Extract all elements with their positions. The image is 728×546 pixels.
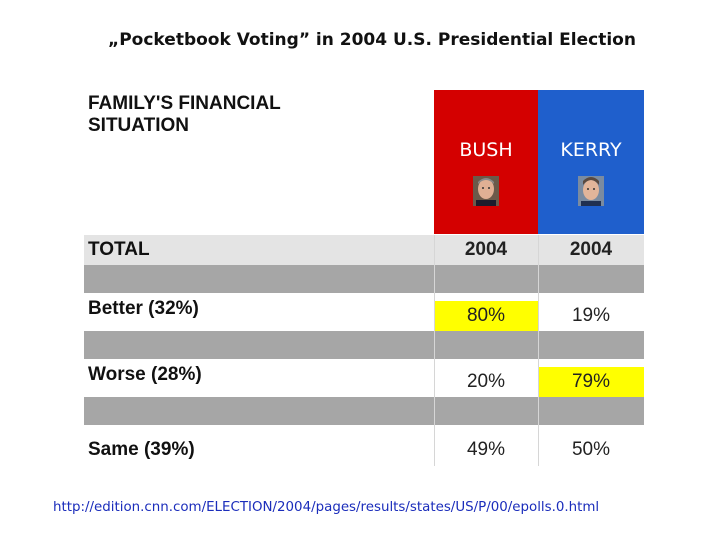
row-same-label: Same (39%) [88, 439, 195, 460]
row-better-label: Better (32%) [88, 298, 199, 319]
total-row [84, 235, 644, 265]
separator-band [84, 331, 644, 359]
kerry-column-header: KERRY [538, 90, 644, 234]
source-link[interactable]: http://edition.cnn.com/ELECTION/2004/pag… [53, 500, 600, 515]
total-label: TOTAL [88, 239, 150, 260]
row-worse-bush: 20% [466, 371, 506, 392]
column-divider [538, 235, 539, 466]
bush-portrait-icon [473, 176, 499, 206]
header-line-2: SITUATION [88, 115, 189, 136]
kerry-portrait-icon [578, 176, 604, 206]
separator-band [84, 397, 644, 425]
total-bush: 2004 [464, 239, 508, 260]
table-header-label: FAMILY'S FINANCIAL SITUATION [84, 90, 434, 230]
exit-poll-table: FAMILY'S FINANCIAL SITUATION BUSH KERRY … [84, 90, 644, 466]
row-better-kerry: 19% [571, 305, 611, 326]
bush-column-header: BUSH [434, 90, 538, 234]
kerry-name: KERRY [560, 139, 622, 161]
row-same-kerry: 50% [571, 439, 611, 460]
header-line-1: FAMILY'S FINANCIAL [88, 93, 281, 114]
row-same-bush: 49% [466, 439, 506, 460]
separator-band [84, 265, 644, 293]
total-kerry: 2004 [569, 239, 613, 260]
row-better-bush: 80% [434, 301, 538, 331]
bush-name: BUSH [459, 139, 513, 161]
row-worse-label: Worse (28%) [88, 364, 202, 385]
page-title: „Pocketbook Voting” in 2004 U.S. Preside… [108, 30, 636, 50]
column-divider [434, 235, 435, 466]
row-worse-kerry: 79% [538, 367, 644, 397]
